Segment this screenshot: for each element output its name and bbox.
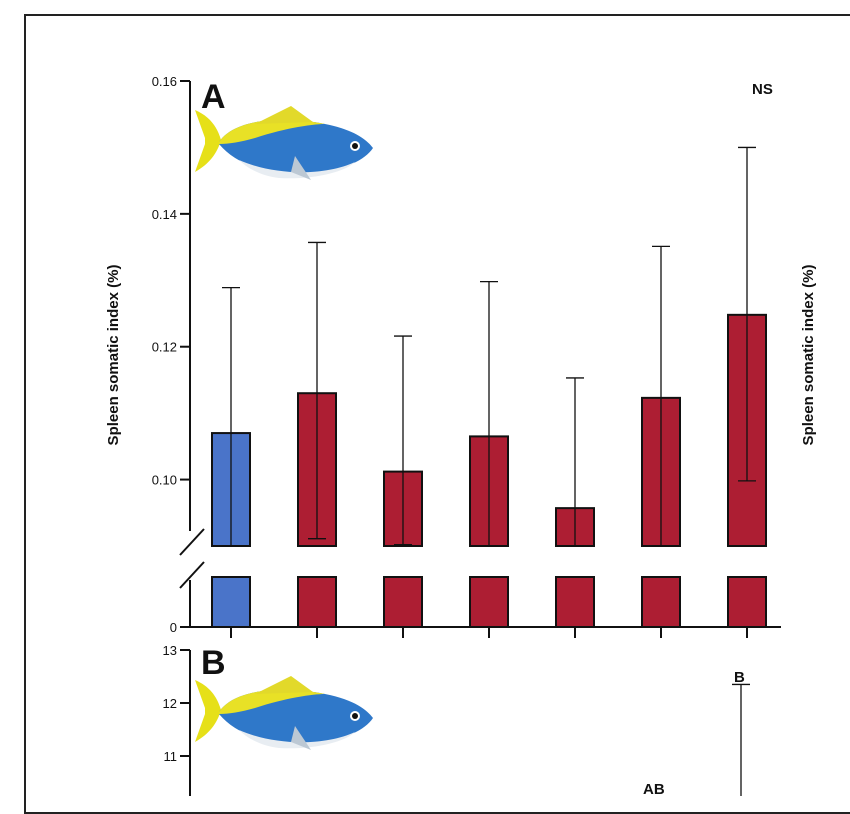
chart-svg: 0.10 0.12 0.14 0.16 0 A NS Spleen somatic in… bbox=[105, 74, 817, 796]
y-tick-label: 0.12 bbox=[152, 340, 177, 355]
panel-b-label: B bbox=[201, 644, 226, 682]
y-axis-title-left: Spleen somatic index (%) bbox=[105, 265, 122, 446]
y-tick-label: 0.16 bbox=[152, 74, 177, 89]
y-axis-title-right: Spleen somatic index (%) bbox=[800, 265, 817, 446]
bar-lower bbox=[555, 576, 595, 628]
y-tick-label: 0.14 bbox=[152, 207, 177, 222]
panel-b-axes: 11 12 13 bbox=[163, 643, 750, 796]
y-tick-label: 0.10 bbox=[152, 473, 177, 488]
panel-b-b-annotation: B bbox=[734, 669, 745, 686]
y-tick-label: 11 bbox=[164, 749, 178, 764]
bar-lower bbox=[641, 576, 681, 628]
fish-illustration-icon bbox=[195, 676, 373, 750]
bar-lower bbox=[211, 576, 251, 628]
axis-break-mark bbox=[179, 561, 205, 589]
bar-lower bbox=[469, 576, 509, 628]
bar-lower bbox=[383, 576, 423, 628]
panel-b-ab-annotation: AB bbox=[643, 781, 665, 796]
panel-a-bars bbox=[211, 146, 767, 628]
axis-break-mark bbox=[179, 528, 205, 556]
y-tick-label: 0 bbox=[170, 620, 177, 635]
fish-illustration-icon bbox=[195, 106, 373, 180]
y-tick-label: 13 bbox=[163, 643, 177, 658]
y-tick-label: 12 bbox=[163, 696, 177, 711]
bar-lower bbox=[727, 576, 767, 628]
panel-a-ns-annotation: NS bbox=[752, 81, 773, 98]
panel-a-label: A bbox=[201, 78, 226, 116]
bar-lower bbox=[297, 576, 337, 628]
